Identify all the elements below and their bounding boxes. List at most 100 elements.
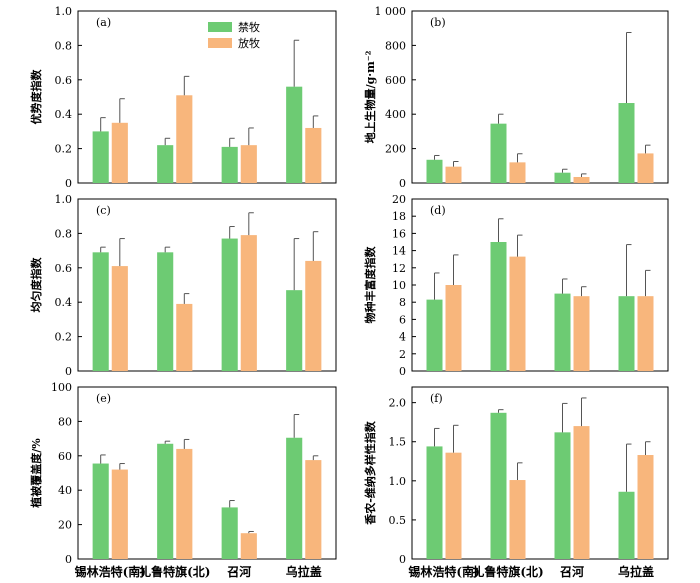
plot-frame xyxy=(411,10,669,184)
y-tick-label: 0.6 xyxy=(55,262,73,275)
y-axis-label: 香农-维纳多样性指数 xyxy=(363,420,377,526)
bar xyxy=(157,145,174,183)
y-tick-label: 0.4 xyxy=(55,108,73,121)
x-tick-label: 扎鲁特旗(北) xyxy=(472,564,543,579)
bar xyxy=(445,452,462,559)
y-tick-label: 6 xyxy=(399,313,406,326)
bar xyxy=(111,122,128,183)
legend-label: 禁牧 xyxy=(238,20,260,34)
y-tick-label: 60 xyxy=(58,450,72,463)
bar xyxy=(618,103,635,183)
panel-label: (a) xyxy=(96,16,111,29)
x-tick-label: 召河 xyxy=(227,564,251,579)
panel-label: (e) xyxy=(96,392,111,405)
bar xyxy=(637,153,654,183)
plot-frame xyxy=(411,386,669,560)
plot-frame xyxy=(77,10,337,184)
y-tick-label: 0 xyxy=(65,365,72,378)
y-tick-label: 0.8 xyxy=(55,39,73,52)
y-tick-label: 0 xyxy=(399,365,406,378)
bar xyxy=(240,533,257,559)
y-tick-label: 1.0 xyxy=(55,5,73,18)
y-tick-label: 200 xyxy=(385,143,406,156)
panel-label: (b) xyxy=(430,16,446,29)
x-tick-label: 锡林浩特(南) xyxy=(408,564,479,579)
x-tick-label: 乌拉盖 xyxy=(618,564,654,579)
x-tick-label: 乌拉盖 xyxy=(286,564,322,579)
bar xyxy=(305,460,322,559)
y-tick-label: 2 xyxy=(399,348,406,361)
y-axis-label: 物种丰富度指数 xyxy=(363,246,377,324)
bar xyxy=(305,260,322,371)
bar xyxy=(426,299,443,371)
y-axis-label: 地上生物量/g·m⁻² xyxy=(363,50,377,143)
bar xyxy=(92,131,109,183)
y-axis-label: 均匀度指数 xyxy=(29,257,43,313)
y-tick-label: 20 xyxy=(392,193,406,206)
y-tick-label: 0.2 xyxy=(55,143,73,156)
y-tick-label: 0.6 xyxy=(55,74,73,87)
y-tick-label: 1.0 xyxy=(55,193,73,206)
x-tick-label: 召河 xyxy=(560,564,584,579)
bar xyxy=(92,463,109,559)
bar xyxy=(573,176,590,183)
bar xyxy=(509,480,526,559)
y-tick-label: 800 xyxy=(385,39,406,52)
panel-label: (f) xyxy=(430,392,443,405)
bar xyxy=(445,166,462,183)
chart-panel: 0 20 40 60 80 100 植被覆盖度/% (e) 锡林浩特(南)扎鲁特旗(北) 召河 乌拉… xyxy=(29,381,337,579)
bar xyxy=(157,252,174,371)
bar xyxy=(286,290,303,371)
bar xyxy=(221,507,238,559)
bar xyxy=(618,296,635,371)
bar xyxy=(554,432,571,559)
x-tick-label: 扎鲁特旗(北) xyxy=(139,564,210,579)
bar xyxy=(573,296,590,371)
plot-frame xyxy=(77,198,337,372)
y-tick-label: 1.5 xyxy=(389,436,407,449)
bar xyxy=(554,293,571,371)
y-tick-label: 0 xyxy=(399,553,406,566)
bar xyxy=(221,146,238,183)
chart-panel: 0 200 400 600 800 1 000 地上生物量/g·m⁻² (b) xyxy=(363,5,669,190)
panel-label: (d) xyxy=(430,204,446,217)
y-tick-label: 0.4 xyxy=(55,296,73,309)
y-tick-label: 14 xyxy=(392,245,406,258)
bar xyxy=(111,469,128,559)
y-tick-label: 600 xyxy=(385,74,406,87)
y-axis-label: 植被覆盖度/% xyxy=(29,438,43,509)
bar xyxy=(490,412,507,559)
y-tick-label: 8 xyxy=(399,296,406,309)
x-tick-label: 锡林浩特(南) xyxy=(75,564,146,579)
legend-swatch xyxy=(208,38,232,48)
y-tick-label: 0 xyxy=(65,177,72,190)
legend-label: 放牧 xyxy=(238,36,260,50)
bar xyxy=(157,443,174,559)
y-tick-label: 20 xyxy=(58,519,72,532)
bar xyxy=(176,303,193,371)
bar xyxy=(509,256,526,371)
bar xyxy=(240,145,257,183)
y-tick-label: 400 xyxy=(385,108,406,121)
y-tick-label: 18 xyxy=(392,210,406,223)
y-tick-label: 0.5 xyxy=(389,514,407,527)
bar xyxy=(426,159,443,183)
bar xyxy=(305,127,322,183)
bar xyxy=(637,296,654,371)
y-tick-label: 0 xyxy=(399,177,406,190)
bar xyxy=(445,285,462,371)
bar xyxy=(426,446,443,559)
y-tick-label: 1.0 xyxy=(389,475,407,488)
bar xyxy=(176,448,193,559)
bar xyxy=(618,491,635,559)
bar xyxy=(92,252,109,371)
y-tick-label: 0.2 xyxy=(55,331,73,344)
chart-panel: 0 0.2 0.4 0.6 0.8 1.0 均匀度指数 (c) xyxy=(29,193,337,378)
y-tick-label: 16 xyxy=(392,227,406,240)
bar xyxy=(509,162,526,183)
y-tick-label: 40 xyxy=(58,484,72,497)
bar xyxy=(637,455,654,559)
bar xyxy=(221,238,238,371)
